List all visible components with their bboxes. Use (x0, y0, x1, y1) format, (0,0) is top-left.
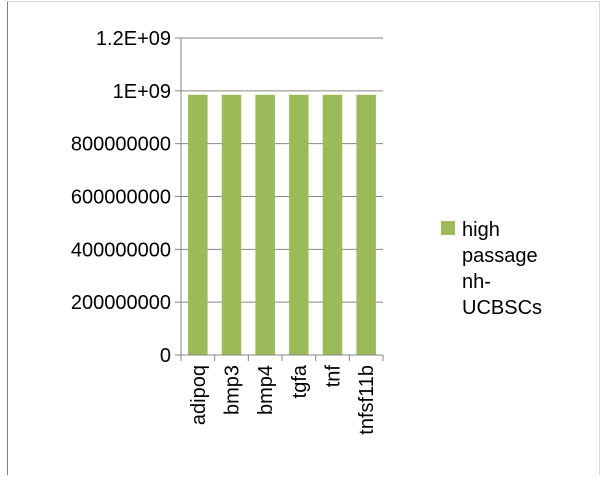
y-tick-label-1: 200000000 (71, 292, 171, 314)
bar-bmp3 (221, 94, 242, 355)
legend-swatch (441, 221, 455, 235)
y-tick-label-4: 800000000 (71, 134, 171, 156)
y-tick-label-6: 1.2E+09 (96, 28, 171, 50)
bar-adipoq (188, 94, 208, 355)
y-tick-label-0: 0 (160, 345, 171, 367)
x-tick-label-tnfsf11b: tnfsf11b (356, 365, 378, 435)
y-tick-label-2: 400000000 (71, 239, 171, 261)
x-tick-label-bmp4: bmp4 (255, 365, 277, 415)
legend-label-line-2: nh- (462, 271, 491, 293)
legend-label-line-3: UCBSCs (462, 297, 542, 319)
y-tick-label-5: 1E+09 (113, 81, 171, 103)
bar-tnf (322, 94, 343, 355)
axes (175, 37, 384, 361)
legend-label-line-1: passage (462, 245, 538, 267)
gridlines (181, 37, 383, 303)
bar-tnfsf11b (356, 94, 376, 355)
y-tick-label-3: 600000000 (71, 187, 171, 209)
bars (188, 94, 376, 355)
x-tick-labels: adipoq bmp3 bmp4 tgfa tnf tnfsf11b (188, 364, 378, 435)
x-tick-label-tnf: tnf (323, 365, 345, 388)
legend-label-line-0: high (462, 219, 500, 241)
chart-frame (7, 1, 600, 475)
x-tick-label-adipoq: adipoq (188, 365, 210, 425)
x-tick-label-tgfa: tgfa (289, 364, 311, 398)
y-tick-labels: 0 200000000 400000000 600000000 800000000 1E+… (71, 28, 171, 367)
legend: high passage nh- UCBSCs (441, 219, 542, 319)
bar-bmp4 (255, 94, 275, 355)
x-tick-label-bmp3: bmp3 (222, 365, 244, 415)
bar-tgfa (289, 94, 309, 355)
